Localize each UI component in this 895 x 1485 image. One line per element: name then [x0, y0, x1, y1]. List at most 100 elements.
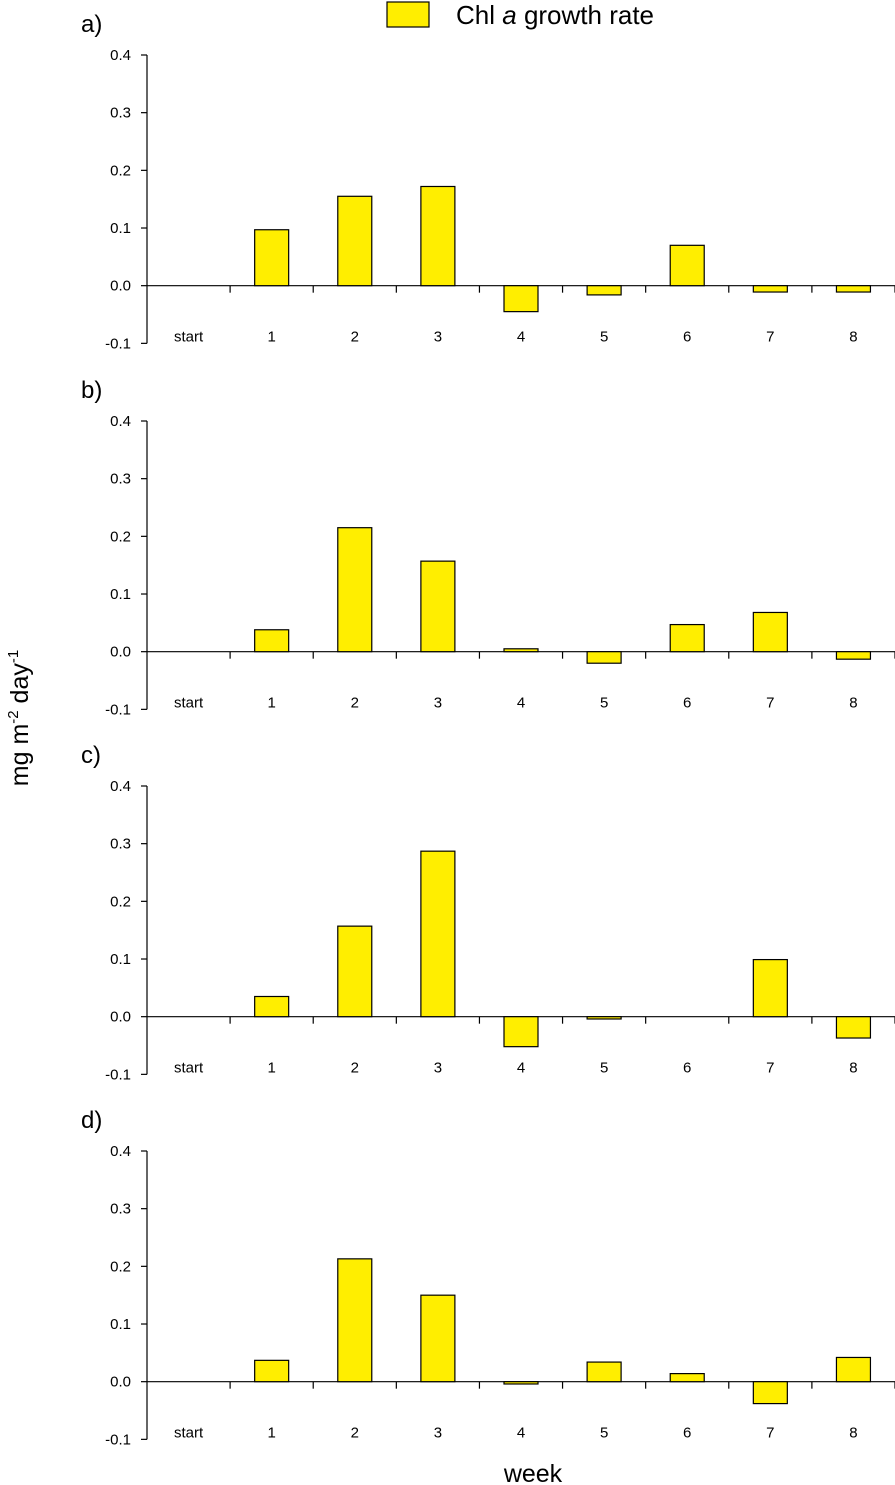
legend-label-suffix: growth rate — [517, 0, 654, 30]
legend-label-italic: a — [502, 0, 516, 30]
x-tick-label: 6 — [683, 1059, 691, 1076]
x-tick-label: 6 — [683, 1424, 691, 1441]
bar — [669, 1373, 705, 1383]
x-tick-label: 8 — [849, 1424, 857, 1441]
y-tick-label: -0.1 — [105, 1066, 131, 1083]
bar — [254, 229, 290, 287]
x-tick-label: 3 — [434, 1059, 442, 1076]
legend-label-prefix: Chl — [456, 0, 502, 30]
y-tick-label: 0.2 — [110, 528, 131, 545]
bar — [752, 1381, 788, 1405]
y-tick-label: 0.0 — [110, 644, 131, 661]
x-tick-label: 1 — [267, 1424, 275, 1441]
bar — [337, 925, 373, 1018]
y-tick-label: 0.4 — [110, 1143, 131, 1160]
y-tick-label: -0.1 — [105, 1431, 131, 1448]
bar — [254, 629, 290, 653]
x-tick-label: 3 — [434, 694, 442, 711]
bar — [420, 850, 456, 1018]
legend: Chl a growth rate — [386, 0, 654, 30]
x-tick-label: 5 — [600, 1424, 608, 1441]
x-tick-label: 4 — [517, 694, 525, 711]
panel-label: c) — [81, 742, 101, 769]
bar — [337, 195, 373, 287]
bar — [503, 648, 539, 653]
x-tick-label: 1 — [267, 328, 275, 345]
y-tick-label: 0.4 — [110, 778, 131, 795]
bar — [420, 560, 456, 653]
x-tick-label: 2 — [351, 328, 359, 345]
bar — [420, 185, 456, 287]
bar — [503, 1016, 539, 1048]
y-tick-label: 0.1 — [110, 951, 131, 968]
x-tick-label: 7 — [766, 1424, 774, 1441]
x-tick-label: 6 — [683, 694, 691, 711]
x-tick-label: start — [174, 694, 204, 711]
y-tick-label: 0.3 — [110, 836, 131, 853]
x-tick-label: 8 — [849, 694, 857, 711]
bar — [835, 285, 872, 293]
panel-label: b) — [81, 377, 102, 404]
bar — [752, 611, 788, 653]
panel-4: d) -0.1 0.0 0.1 0.2 0.3 0.4 start 1 2 3 4 5 6 7 8 — [81, 1107, 895, 1448]
x-tick-label: 4 — [517, 1424, 525, 1441]
y-tick-label: 0.1 — [110, 586, 131, 603]
bar — [586, 1016, 622, 1020]
bar — [669, 244, 705, 287]
y-axis-title-sup2: -1 — [5, 650, 22, 663]
y-tick-label: -0.1 — [105, 701, 131, 718]
y-tick-label: 0.0 — [110, 1374, 131, 1391]
x-tick-label: 4 — [517, 328, 525, 345]
bar — [254, 1359, 290, 1383]
x-tick-label: 6 — [683, 328, 691, 345]
legend-swatch — [386, 1, 430, 28]
x-tick-label: 7 — [766, 1059, 774, 1076]
bar — [669, 623, 705, 653]
y-tick-label: 0.2 — [110, 162, 131, 179]
y-tick-label: 0.4 — [110, 47, 131, 64]
bar — [586, 1361, 622, 1383]
x-tick-label: 3 — [434, 328, 442, 345]
bar — [835, 1016, 872, 1039]
y-tick-label: 0.2 — [110, 893, 131, 910]
y-tick-label: -0.1 — [105, 335, 131, 352]
x-tick-label: 1 — [267, 694, 275, 711]
y-tick-label: 0.3 — [110, 1201, 131, 1218]
y-tick-label: 0.3 — [110, 105, 131, 122]
x-axis-title: week — [503, 1460, 563, 1485]
y-axis-title: mg m-2 day-1 — [5, 650, 34, 786]
bar — [586, 651, 622, 664]
y-tick-label: 0.0 — [110, 1009, 131, 1026]
panels: a) -0.1 0.0 0.1 0.2 0.3 0.4 start 1 2 3 4 5 6 7 8 b) -0.1… — [81, 11, 895, 1448]
bar — [337, 1258, 373, 1383]
bar — [586, 285, 622, 296]
panel-1: a) -0.1 0.0 0.1 0.2 0.3 0.4 start 1 2 3 4 5 6 7 8 — [81, 11, 895, 352]
y-tick-label: 0.0 — [110, 278, 131, 295]
y-tick-label: 0.1 — [110, 1316, 131, 1333]
y-axis-title-main: mg m — [6, 724, 34, 787]
bar — [337, 527, 373, 653]
bar — [835, 651, 872, 660]
x-tick-label: 7 — [766, 694, 774, 711]
x-tick-label: start — [174, 1059, 204, 1076]
bar — [254, 995, 290, 1018]
bar — [752, 285, 788, 293]
x-tick-label: 5 — [600, 1059, 608, 1076]
bar — [420, 1294, 456, 1383]
panel-label: a) — [81, 11, 102, 38]
y-axis-title-mid: day — [6, 663, 34, 711]
bar — [752, 958, 788, 1018]
legend-label: Chl a growth rate — [456, 0, 654, 30]
x-tick-label: 4 — [517, 1059, 525, 1076]
y-tick-label: 0.2 — [110, 1258, 131, 1275]
x-tick-label: 2 — [351, 694, 359, 711]
x-tick-label: 7 — [766, 328, 774, 345]
x-tick-label: 5 — [600, 328, 608, 345]
x-tick-label: 3 — [434, 1424, 442, 1441]
x-tick-label: start — [174, 328, 204, 345]
panel-label: d) — [81, 1107, 102, 1134]
x-tick-label: start — [174, 1424, 204, 1441]
bar — [835, 1356, 872, 1383]
x-tick-label: 8 — [849, 328, 857, 345]
